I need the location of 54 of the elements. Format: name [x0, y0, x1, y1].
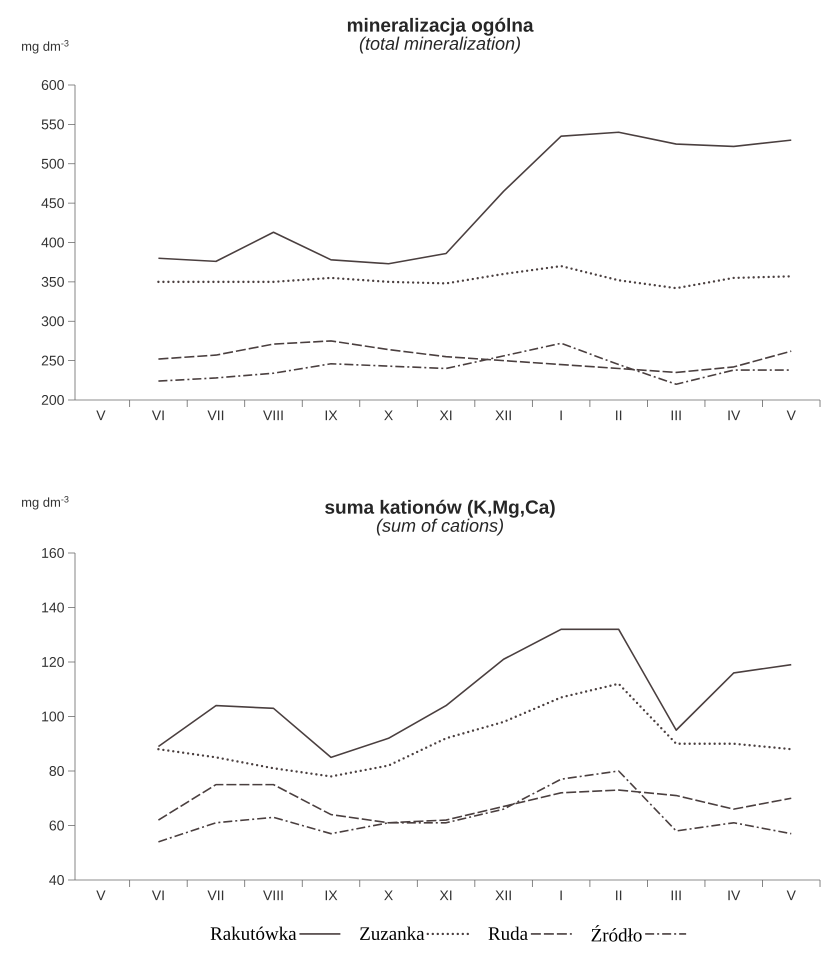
chart-subtitle: (sum of cations)	[376, 518, 503, 536]
x-tick-label: IX	[326, 410, 338, 420]
x-tick-label: X	[384, 410, 393, 420]
x-tick-label: I	[560, 890, 562, 900]
x-tick-label: IV	[728, 410, 740, 420]
x-tick-label: V	[96, 890, 106, 900]
y-tick-label: 300	[42, 316, 64, 326]
y-tick-label: 350	[42, 276, 64, 287]
x-tick-label: V	[786, 890, 796, 900]
y-tick-label: 40	[49, 875, 64, 885]
x-tick-label: II	[616, 890, 622, 900]
x-tick-label: IV	[728, 890, 740, 900]
y-tick-label: 60	[50, 820, 64, 830]
y-tick-label: 140	[42, 602, 64, 612]
y-axis-title: mg dm$^{-3}$	[22, 496, 69, 510]
x-tick-label: VIII	[263, 890, 283, 900]
line-series	[158, 770, 792, 843]
y-tick-label: 600	[42, 80, 64, 90]
x-tick-label: I	[560, 410, 562, 420]
x-tick-label: VIII	[263, 410, 283, 420]
x-tick-label: X	[384, 890, 393, 900]
x-tick-label: XI	[440, 890, 452, 900]
x-tick-label: XII	[495, 410, 511, 420]
x-tick-label: IX	[326, 890, 338, 900]
x-tick-label: XI	[440, 410, 452, 420]
x-tick-label: V	[786, 410, 796, 420]
y-tick-label: 550	[42, 119, 64, 130]
x-tick-label: V	[96, 410, 106, 420]
legend-label: Rakutówka	[210, 926, 296, 940]
y-tick-label: 120	[42, 657, 64, 667]
chart-subtitle: (total mineralization)	[360, 36, 520, 54]
x-tick-label: II	[616, 410, 622, 420]
y-tick-label: 500	[42, 158, 64, 169]
y-axis-title: mg dm$^{-3}$	[22, 40, 69, 54]
x-tick-label: III	[672, 890, 681, 900]
x-tick-label: VII	[207, 410, 224, 420]
y-tick-label: 160	[42, 548, 64, 558]
x-tick-label: VII	[207, 890, 224, 900]
x-tick-label: VI	[152, 890, 164, 900]
y-tick-label: 200	[42, 395, 64, 405]
x-tick-label: III	[672, 410, 681, 420]
line-series	[158, 131, 792, 265]
x-tick-label: VI	[152, 410, 164, 420]
legend-label: Zuzanka	[360, 926, 424, 940]
y-tick-label: 250	[42, 356, 64, 366]
y-tick-label: 100	[42, 712, 64, 722]
y-tick-label: 400	[41, 238, 64, 248]
x-tick-label: XII	[495, 890, 511, 900]
y-tick-label: 450	[41, 198, 64, 208]
chart-title: suma kationów (K,Mg,Ca)	[325, 500, 555, 518]
legend-label: Ruda	[488, 926, 528, 940]
legend-label: Źródło	[592, 925, 642, 942]
chart-title: mineralizacja ogólna	[348, 18, 534, 36]
y-tick-label: 80	[50, 766, 64, 776]
